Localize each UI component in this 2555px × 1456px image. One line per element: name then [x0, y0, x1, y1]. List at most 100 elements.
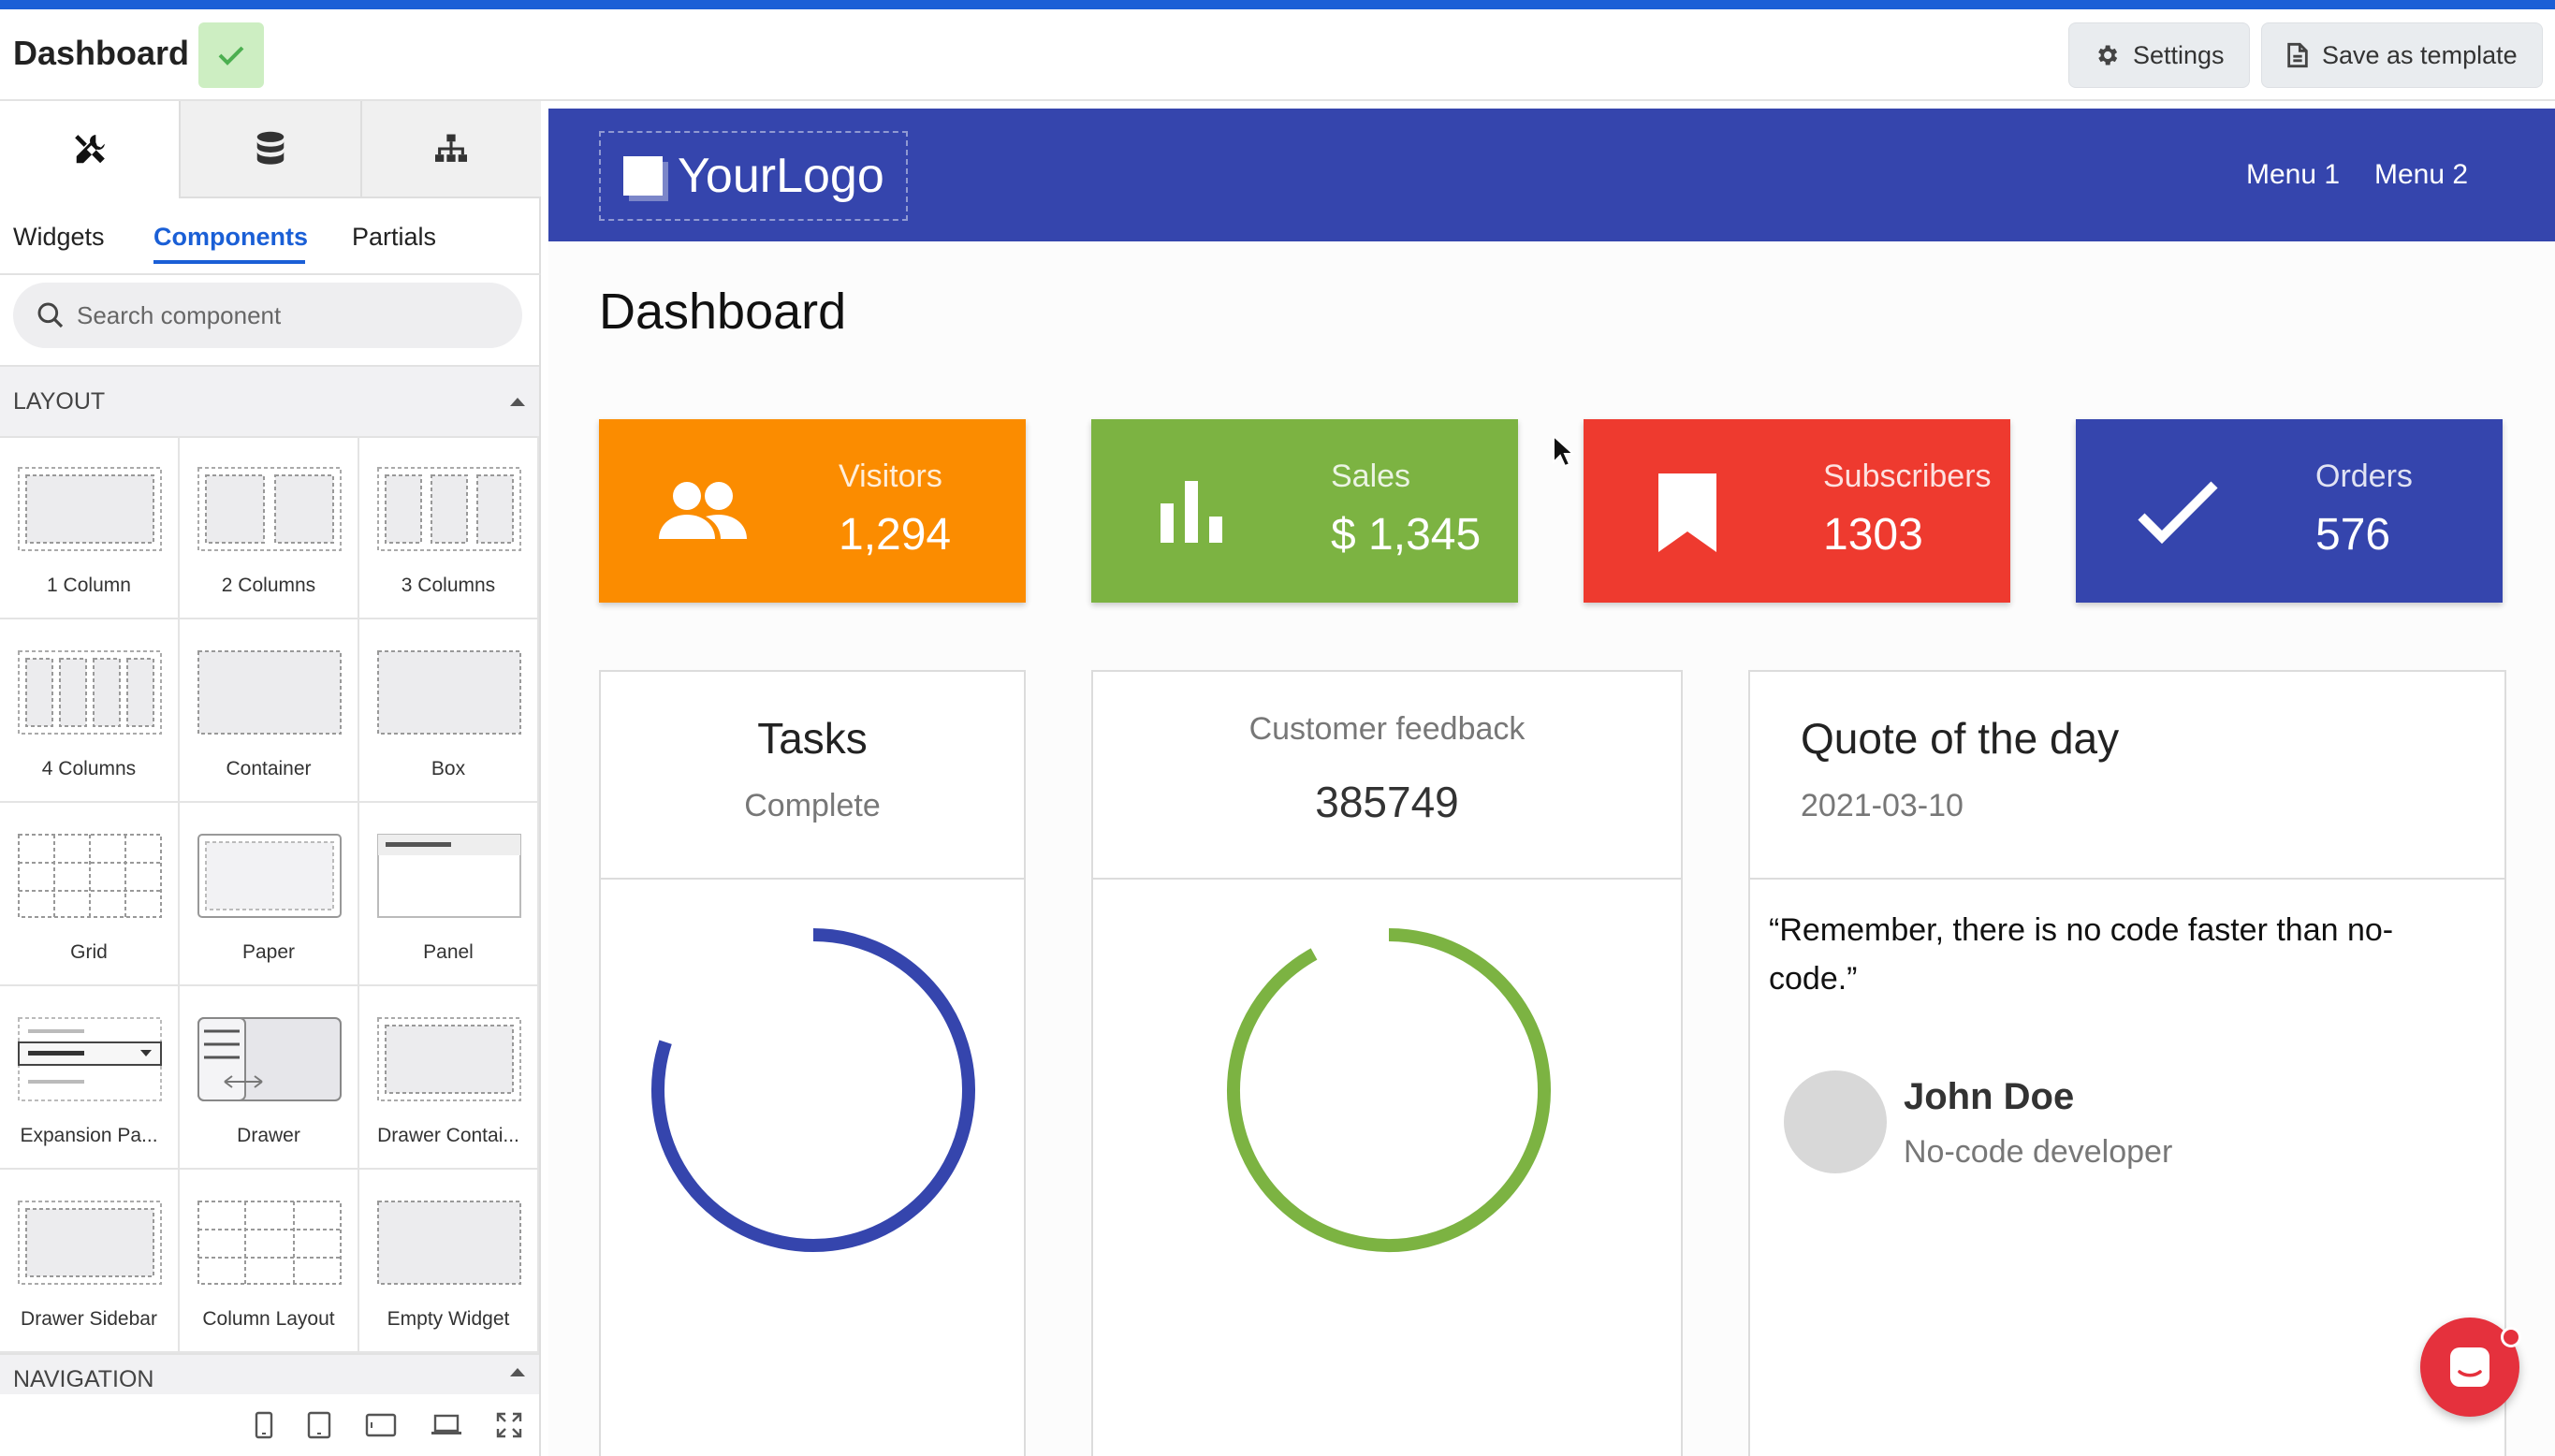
tablet-landscape-icon[interactable]	[365, 1413, 397, 1437]
quote-title: Quote of the day	[1801, 714, 2120, 763]
component-column-layout[interactable]: Column Layout	[180, 1170, 359, 1353]
feedback-progress-ring	[1227, 928, 1551, 1252]
component-label: Column Layout	[202, 1308, 335, 1330]
component-label: Container	[226, 758, 312, 779]
component-label: Box	[431, 758, 466, 779]
component-panel[interactable]: Panel	[359, 803, 539, 986]
component-paper[interactable]: Paper	[180, 803, 359, 986]
component-label: Paper	[241, 941, 296, 963]
layout-section-label: LAYOUT	[13, 387, 106, 415]
component-label: 4 Columns	[41, 758, 137, 779]
panel-icon	[377, 834, 521, 918]
layout-section-header[interactable]: LAYOUT	[0, 365, 539, 438]
stat-card-sales: Sales $ 1,345	[1091, 419, 1518, 603]
logo[interactable]: YourLogo	[599, 131, 908, 221]
component-label: Drawer Sidebar	[21, 1308, 157, 1330]
sidebar-text-tabs: Widgets Components Partials	[0, 198, 541, 275]
drawer-icon	[197, 1017, 342, 1101]
tab-widgets-icon[interactable]	[0, 101, 182, 198]
dashboard-heading: Dashboard	[599, 284, 847, 340]
tab-partials-icon[interactable]	[361, 101, 541, 198]
chevron-up-icon	[510, 398, 525, 406]
menu-item-2[interactable]: Menu 2	[2374, 159, 2469, 190]
quote-card-header: Quote of the day 2021-03-10	[1750, 672, 2504, 880]
tools-icon	[74, 135, 105, 164]
page-canvas: YourLogo Menu 1 Menu 2 Dashboard Visitor…	[548, 109, 2555, 1456]
stat-label: Visitors	[839, 459, 942, 494]
check-icon	[218, 46, 244, 66]
customer-feedback-card: Customer feedback 385749 92% 8%	[1091, 670, 1683, 1456]
component-label: Panel	[423, 941, 474, 963]
stat-label: Orders	[2315, 459, 2413, 494]
sidebar-icon-tabs	[0, 101, 541, 198]
drawer-sidebar-icon	[18, 1201, 162, 1285]
component-2-columns[interactable]: 2 Columns	[180, 436, 359, 619]
component-box[interactable]: Box	[359, 619, 539, 803]
tab-components-icon[interactable]	[181, 101, 362, 198]
component-label: 1 Column	[47, 575, 131, 596]
component-drawer[interactable]: Drawer	[180, 986, 359, 1170]
tasks-progress-arc	[651, 928, 975, 1252]
tasks-progress-ring	[651, 928, 975, 1252]
component-1-column[interactable]: 1 Column	[0, 436, 180, 619]
component-expansion-panel[interactable]: Expansion Pa...	[0, 986, 180, 1170]
bookmark-icon	[1658, 473, 1716, 552]
stat-label: Sales	[1331, 459, 1411, 494]
save-as-template-button[interactable]: Save as template	[2261, 22, 2543, 88]
stat-value: 1303	[1823, 510, 1923, 560]
menu-item-1[interactable]: Menu 1	[2246, 159, 2341, 190]
feedback-card-header: Customer feedback 385749	[1093, 672, 1681, 880]
component-label: Empty Widget	[387, 1308, 510, 1330]
tasks-card: Tasks Complete 80%	[599, 670, 1026, 1456]
component-4-columns[interactable]: 4 Columns	[0, 619, 180, 803]
three-columns-icon	[377, 467, 521, 551]
component-label: 3 Columns	[401, 575, 496, 596]
feedback-positive-percent: 92%	[1198, 1449, 1280, 1456]
component-label: 2 Columns	[221, 575, 316, 596]
tasks-card-header: Tasks Complete	[601, 672, 1024, 880]
logo-square-icon	[623, 156, 663, 196]
component-sidebar: Widgets Components Partials LAYOUT 1 Col…	[0, 101, 541, 1456]
component-label: Grid	[70, 941, 108, 963]
search-input[interactable]	[77, 300, 507, 330]
tab-components[interactable]: Components	[153, 223, 308, 251]
tab-partials[interactable]: Partials	[352, 223, 437, 251]
drawer-container-icon	[377, 1017, 521, 1101]
top-accent-line	[0, 0, 2555, 9]
top-toolbar: Dashboard Settings Save as template	[0, 9, 2555, 101]
component-label: Drawer Contai...	[377, 1125, 519, 1146]
notification-dot	[2501, 1327, 2521, 1347]
component-drawer-sidebar[interactable]: Drawer Sidebar	[0, 1170, 180, 1353]
tasks-title: Tasks	[757, 714, 868, 763]
stat-card-subscribers: Subscribers 1303	[1584, 419, 2010, 603]
author-role: No-code developer	[1904, 1134, 2173, 1170]
empty-widget-icon	[377, 1201, 521, 1285]
component-container[interactable]: Container	[180, 619, 359, 803]
feedback-title: Customer feedback	[1248, 711, 1526, 747]
component-label: Drawer	[237, 1125, 300, 1146]
component-3-columns[interactable]: 3 Columns	[359, 436, 539, 619]
container-icon	[197, 650, 342, 735]
feedback-positive-arc	[1227, 928, 1551, 1252]
laptop-icon[interactable]	[431, 1414, 462, 1436]
stat-value: 576	[2315, 510, 2391, 560]
quote-of-the-day-card: Quote of the day 2021-03-10 “Remember, t…	[1748, 670, 2506, 1456]
tab-widgets[interactable]: Widgets	[13, 223, 105, 251]
chevron-up-icon	[510, 1368, 525, 1376]
app-bar: YourLogo Menu 1 Menu 2	[548, 109, 2555, 241]
logo-text: YourLogo	[678, 148, 884, 204]
check-icon	[2138, 481, 2218, 545]
component-grid-item[interactable]: Grid	[0, 803, 180, 986]
tasks-percent: 80%	[601, 1449, 1024, 1456]
database-icon	[256, 131, 285, 165]
phone-icon[interactable]	[255, 1411, 273, 1439]
fullscreen-icon[interactable]	[496, 1412, 522, 1438]
avatar	[1784, 1070, 1887, 1173]
component-empty-widget[interactable]: Empty Widget	[359, 1170, 539, 1353]
tablet-icon[interactable]	[307, 1411, 331, 1439]
settings-button[interactable]: Settings	[2068, 22, 2250, 88]
tasks-subtitle: Complete	[744, 788, 881, 823]
component-drawer-container[interactable]: Drawer Contai...	[359, 986, 539, 1170]
saved-status-badge[interactable]	[198, 22, 264, 88]
quote-date: 2021-03-10	[1801, 788, 1964, 823]
